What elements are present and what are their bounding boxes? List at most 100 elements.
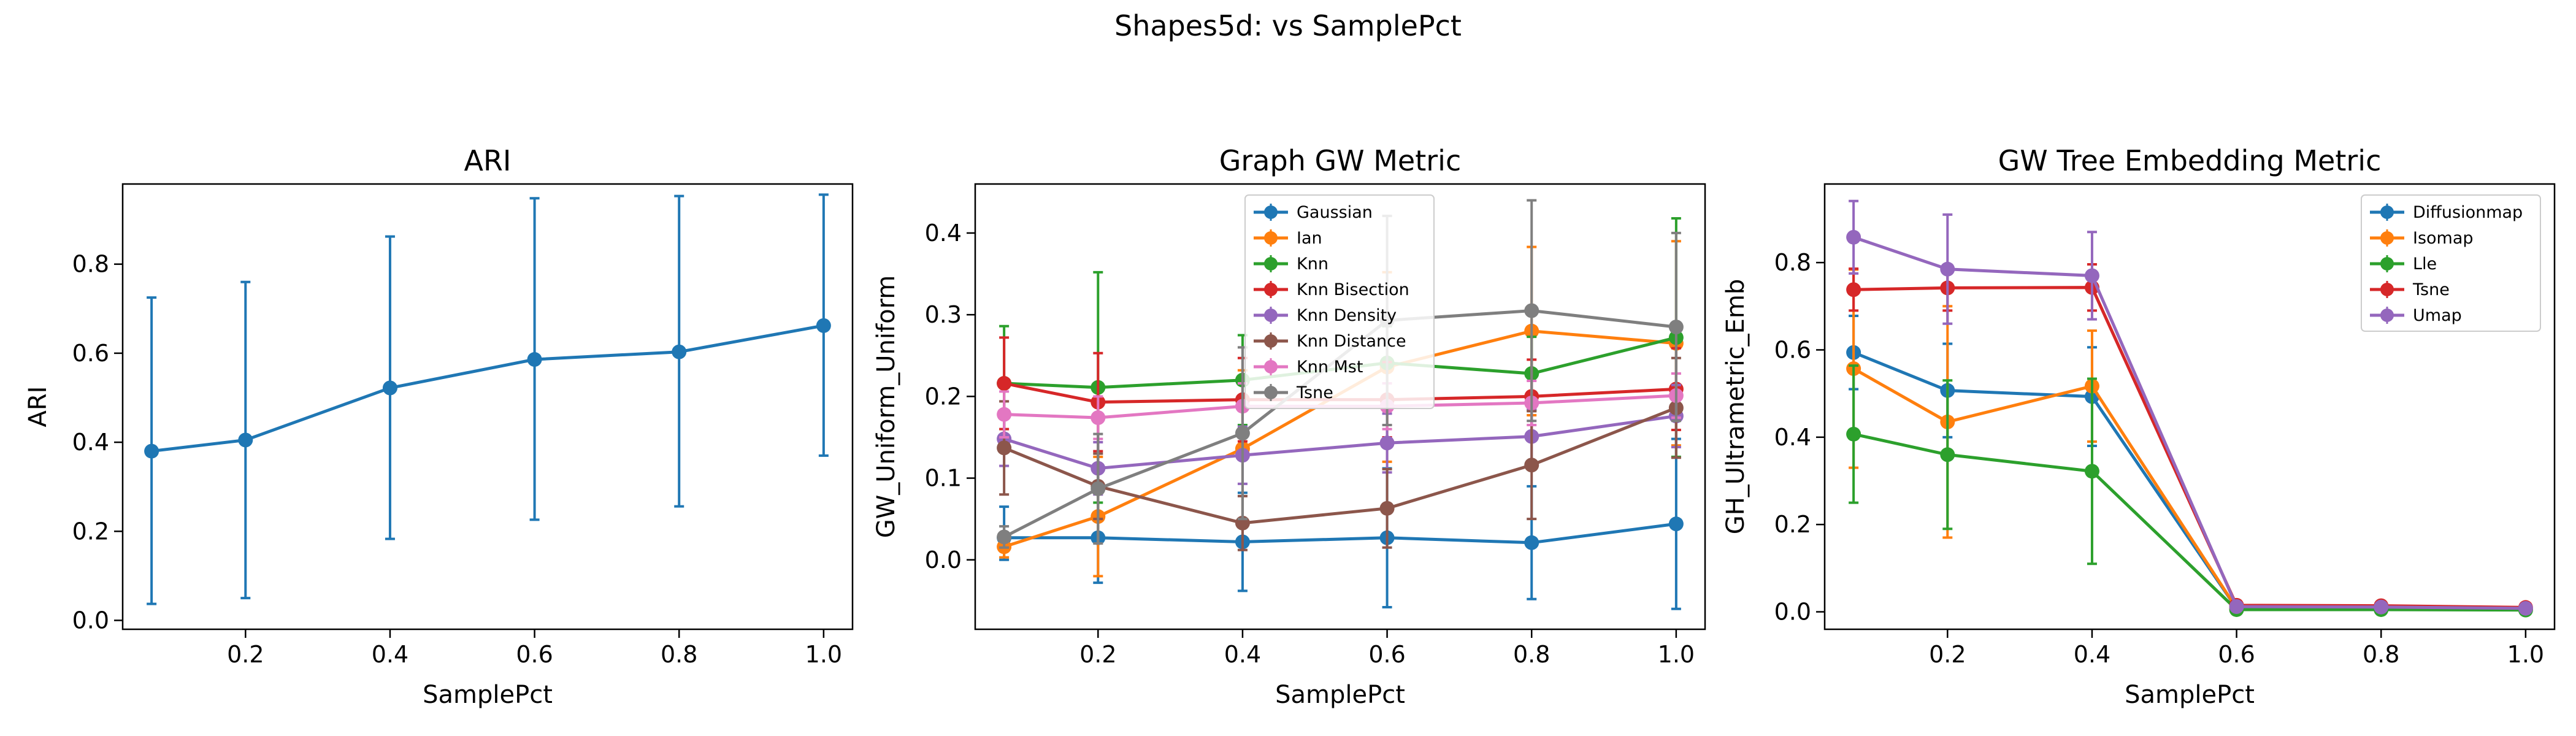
legend-label: Knn Mst <box>1297 358 1363 377</box>
charts-container: ARI 0.2 0.4 0.6 0.8 1.0 0.0 0.2 0.4 0.6 0.8 SampleP… <box>24 144 2556 709</box>
x-axis-label: SamplePct <box>423 681 553 709</box>
data-point <box>997 440 1012 456</box>
y-tick-label: 0.6 <box>1774 336 1811 363</box>
x-tick-label: 0.8 <box>2363 641 2399 668</box>
legend-marker <box>1264 205 1278 219</box>
legend-item: Isomap <box>2370 229 2474 248</box>
x-tick-label: 0.8 <box>661 641 697 668</box>
data-point <box>1846 282 1861 297</box>
series-line <box>1003 414 1677 470</box>
legend-item: Diffusionmap <box>2370 203 2523 222</box>
legend-label: Tsne <box>2412 280 2450 299</box>
subplot-2: Graph GW Metric 0.2 0.4 0.6 0.8 1.0 0.0 0.1 0.2 0… <box>872 144 1706 709</box>
y-tick-label: 0.8 <box>72 251 109 278</box>
legend-label: Diffusionmap <box>2413 203 2523 222</box>
data-point <box>997 376 1012 391</box>
y-tick-label: 0.4 <box>72 429 109 456</box>
data-point <box>816 318 831 333</box>
x-tick-label: 0.4 <box>372 641 408 668</box>
data-point <box>382 380 397 396</box>
subplot-title: Graph GW Metric <box>1219 144 1461 177</box>
legend-item: Tsne <box>1254 383 1333 402</box>
data-point <box>1846 426 1861 442</box>
y-tick-label: 0.0 <box>1774 599 1811 626</box>
series-line <box>151 324 824 453</box>
series-diffusionmap <box>1846 314 2533 617</box>
data-point <box>2518 600 2533 616</box>
y-tick-label: 0.8 <box>1774 249 1811 276</box>
legend-marker <box>1264 386 1278 399</box>
y-tick-label: 0.0 <box>72 607 109 634</box>
data-point <box>238 432 253 448</box>
x-tick-label: 0.6 <box>1368 641 1405 668</box>
legend-label: Knn Distance <box>1297 332 1406 351</box>
legend-label: Knn Bisection <box>1297 280 1409 299</box>
legend-marker <box>2380 257 2394 270</box>
data-point <box>1668 320 1684 335</box>
legend-item: Lle <box>2370 255 2437 274</box>
x-tick-label: 0.6 <box>516 641 553 668</box>
data-point <box>1091 410 1106 425</box>
legend-label: Isomap <box>2413 229 2474 248</box>
legend-marker <box>1264 334 1278 348</box>
legend-marker <box>1264 309 1278 322</box>
data-point <box>1524 535 1539 550</box>
data-point <box>997 529 1012 545</box>
y-axis-label: ARI <box>24 386 52 427</box>
data-point <box>1940 261 1955 277</box>
legend-marker <box>2380 309 2394 322</box>
y-tick-label: 0.4 <box>925 220 962 247</box>
legend-marker <box>1264 231 1278 245</box>
legend-marker <box>2380 231 2394 245</box>
legend-label: Knn Density <box>1297 306 1397 325</box>
y-tick-label: 0.2 <box>925 383 962 410</box>
x-tick-label: 0.4 <box>1224 641 1261 668</box>
series-line <box>1003 406 1677 525</box>
legend-marker <box>2380 205 2394 219</box>
data-point <box>1379 500 1395 516</box>
legend-marker <box>2380 283 2394 296</box>
series-line <box>1853 432 2526 612</box>
axes-frame <box>121 183 854 631</box>
legend-item: Tsne <box>2370 280 2450 299</box>
legend-item: Ian <box>1254 229 1322 248</box>
y-tick-label: 0.6 <box>72 340 109 367</box>
data-point <box>672 344 687 359</box>
data-point <box>1940 447 1955 462</box>
data-point <box>1091 481 1106 496</box>
data-point <box>2084 268 2099 283</box>
x-tick-label: 1.0 <box>805 641 842 668</box>
legend-label: Ian <box>1297 229 1322 248</box>
data-point <box>2229 599 2244 614</box>
y-tick-label: 0.4 <box>1774 424 1811 451</box>
data-point <box>1235 426 1250 441</box>
legend-box <box>2361 194 2541 332</box>
legend-marker <box>1264 360 1278 374</box>
legend-label: Gaussian <box>1297 203 1373 222</box>
x-tick-label: 0.8 <box>1513 641 1550 668</box>
subplot-1: ARI 0.2 0.4 0.6 0.8 1.0 0.0 0.2 0.4 0.6 0.8 SampleP… <box>24 144 854 709</box>
legend-box <box>1244 194 1435 409</box>
legend-marker <box>1264 283 1278 296</box>
figure-title: Shapes5d: vs SamplePct <box>1114 9 1462 42</box>
legend-marker <box>1264 257 1278 270</box>
legend: Diffusionmap Isomap Lle Tsne Umap <box>2361 194 2541 332</box>
legend-label: Knn <box>1297 255 1328 274</box>
series-umap <box>1846 199 2533 616</box>
y-tick-label: 0.2 <box>72 518 109 545</box>
legend-item: Knn Distance <box>1254 332 1406 351</box>
series-data <box>144 193 831 605</box>
x-tick-label: 1.0 <box>1658 641 1695 668</box>
x-axis-label: SamplePct <box>1275 681 1405 709</box>
legend-item: Knn <box>1254 255 1328 274</box>
y-tick-label: 0.1 <box>925 465 962 492</box>
x-tick-label: 0.2 <box>227 641 264 668</box>
subplot-title: ARI <box>464 144 512 177</box>
y-axis-label: GW_Uniform_Uniform <box>872 275 900 539</box>
series-line <box>1004 522 1677 545</box>
data-point <box>997 407 1012 422</box>
x-tick-label: 0.6 <box>2218 641 2255 668</box>
data-point <box>144 443 159 459</box>
x-tick-label: 1.0 <box>2507 641 2544 668</box>
